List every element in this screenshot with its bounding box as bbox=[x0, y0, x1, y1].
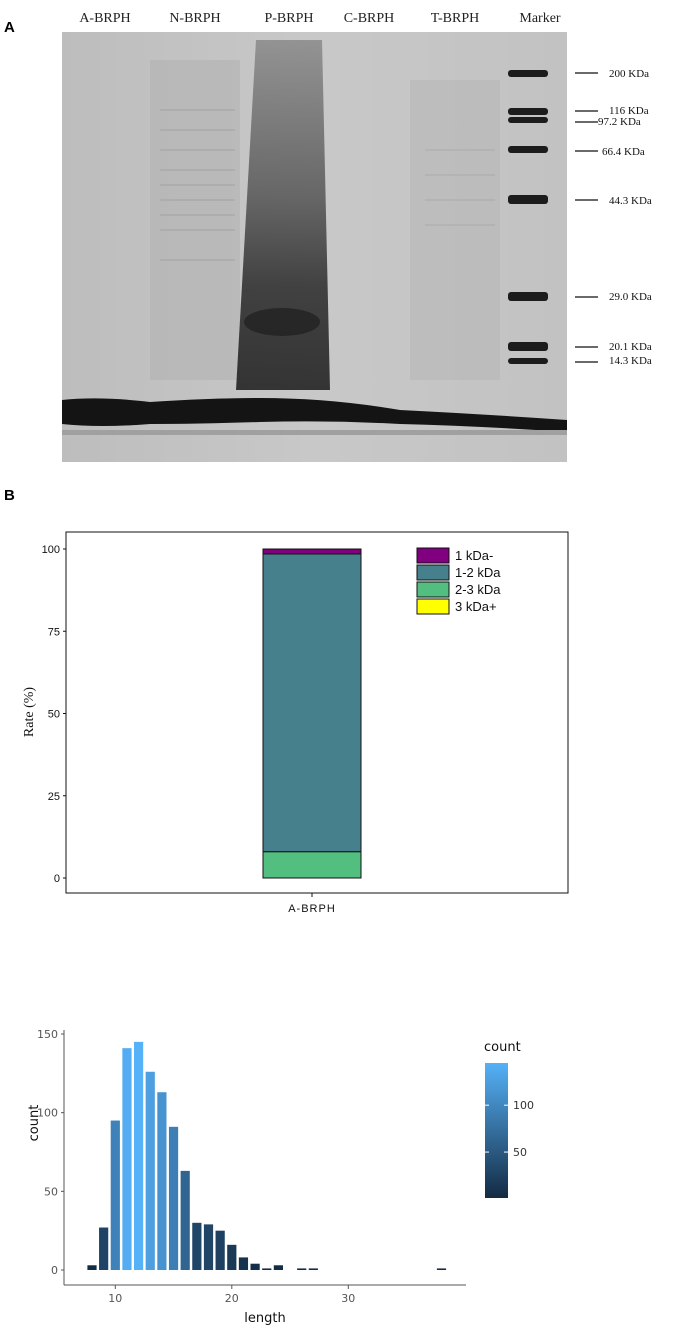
histogram-bar bbox=[134, 1041, 144, 1270]
histogram-bar bbox=[122, 1048, 132, 1270]
panel-b: B 0 25 50 75 100 A-BRPH Rate (%) 1 kDa- 1-2 k… bbox=[4, 487, 569, 915]
colorbar: count 50 100 bbox=[484, 1040, 534, 1198]
colorbar-ticks: 50 100 bbox=[485, 1099, 534, 1159]
lane-label-p-brph: P-BRPH bbox=[264, 11, 313, 26]
lane-label-t-brph: T-BRPH bbox=[431, 11, 480, 26]
histogram-bar bbox=[297, 1268, 307, 1270]
gel-image bbox=[62, 32, 567, 462]
stacked-y-axis-title: Rate (%) bbox=[22, 687, 37, 737]
legend-swatch bbox=[416, 564, 450, 581]
panel-b-label: B bbox=[4, 487, 15, 504]
legend-swatch bbox=[416, 581, 450, 598]
legend-label: 1-2 kDa bbox=[455, 565, 501, 580]
histogram-x-tick-label: 30 bbox=[341, 1292, 355, 1305]
stacked-y-tick-label: 75 bbox=[48, 626, 60, 638]
histogram-bar bbox=[250, 1263, 260, 1270]
stacked-plot-frame bbox=[65, 531, 569, 894]
marker-label-200: 200 KDa bbox=[609, 68, 649, 80]
legend-swatch bbox=[416, 598, 450, 615]
histogram-x-tick-label: 10 bbox=[108, 1292, 122, 1305]
histogram-bar bbox=[227, 1244, 237, 1270]
histogram-bar bbox=[99, 1227, 109, 1270]
lane-label-a-brph: A-BRPH bbox=[79, 11, 130, 26]
stacked-y-tick-label: 0 bbox=[54, 873, 60, 885]
marker-label-97: 97.2 KDa bbox=[598, 116, 641, 128]
histogram-y-tick-label: 100 bbox=[37, 1107, 58, 1120]
stacked-bar-segment bbox=[262, 851, 362, 879]
colorbar-gradient bbox=[485, 1063, 508, 1198]
histogram-bar bbox=[180, 1170, 190, 1270]
histogram-bar bbox=[192, 1222, 202, 1270]
histogram-bar bbox=[262, 1268, 272, 1270]
colorbar-title: count bbox=[484, 1040, 521, 1055]
histogram-bar bbox=[157, 1092, 167, 1270]
histogram-bar bbox=[273, 1265, 283, 1270]
histogram-bar bbox=[215, 1230, 225, 1270]
lane-label-c-brph: C-BRPH bbox=[344, 11, 395, 26]
marker-label-44: 44.3 KDa bbox=[609, 195, 652, 207]
panel-a-label: A bbox=[4, 19, 15, 36]
histogram-x-axis: 10 20 30 bbox=[64, 1284, 466, 1305]
histogram-y-tick-label: 150 bbox=[37, 1028, 58, 1041]
histogram-y-axis-title: count bbox=[27, 1105, 42, 1142]
histogram-y-axis: 0 50 100 150 bbox=[37, 1028, 65, 1285]
histogram-bars bbox=[87, 1041, 447, 1270]
lane-labels: A-BRPH N-BRPH P-BRPH C-BRPH T-BRPH Marke… bbox=[79, 11, 561, 26]
stacked-bar-segment bbox=[262, 553, 362, 853]
legend-label: 2-3 kDa bbox=[455, 582, 501, 597]
histogram-bar bbox=[238, 1257, 249, 1270]
histogram-x-axis-title: length bbox=[244, 1311, 285, 1326]
histogram-x-tick-label: 20 bbox=[225, 1292, 239, 1305]
histogram-bar bbox=[436, 1268, 447, 1270]
panel-a: A A-BRPH N-BRPH P-BRPH C-BRPH T-BRPH Mar… bbox=[4, 11, 652, 462]
stacked-legend: 1 kDa- 1-2 kDa 2-3 kDa 3 kDa+ bbox=[416, 547, 501, 615]
marker-label-20: 20.1 KDa bbox=[609, 341, 652, 353]
histogram-bar bbox=[203, 1224, 214, 1270]
stacked-y-axis: 0 25 50 75 100 bbox=[42, 544, 66, 885]
stacked-bar-segment bbox=[262, 548, 362, 555]
lane-label-n-brph: N-BRPH bbox=[169, 11, 220, 26]
legend-label: 3 kDa+ bbox=[455, 599, 497, 614]
marker-label-14: 14.3 KDa bbox=[609, 355, 652, 367]
marker-label-116: 116 KDa bbox=[609, 105, 649, 117]
lane-label-marker: Marker bbox=[519, 11, 561, 26]
marker-label-29: 29.0 KDa bbox=[609, 291, 652, 303]
histogram-bar bbox=[145, 1071, 155, 1270]
marker-label-66: 66.4 KDa bbox=[602, 146, 645, 158]
histogram-bar bbox=[308, 1268, 318, 1270]
stacked-x-tick-label: A-BRPH bbox=[288, 903, 336, 915]
stacked-bars bbox=[262, 548, 362, 879]
histogram-y-tick-label: 50 bbox=[44, 1185, 58, 1198]
stacked-y-tick-label: 25 bbox=[48, 791, 60, 803]
histogram-bar bbox=[87, 1265, 97, 1270]
histogram-y-tick-label: 0 bbox=[51, 1264, 58, 1277]
marker-labels: 200 KDa 116 KDa 97.2 KDa 66.4 KDa 44.3 K… bbox=[575, 68, 652, 367]
histogram-bar bbox=[110, 1120, 120, 1270]
stacked-y-tick-label: 50 bbox=[48, 709, 60, 721]
histogram-bar bbox=[168, 1126, 179, 1270]
legend-label: 1 kDa- bbox=[455, 548, 493, 563]
colorbar-tick-label: 100 bbox=[513, 1099, 534, 1112]
colorbar-tick-label: 50 bbox=[513, 1146, 527, 1159]
legend-swatch bbox=[416, 547, 450, 564]
length-histogram: 0 50 100 150 10 20 30 count length count 50 10… bbox=[27, 1028, 534, 1326]
stacked-x-axis: A-BRPH bbox=[288, 893, 336, 915]
stacked-y-tick-label: 100 bbox=[42, 544, 60, 556]
